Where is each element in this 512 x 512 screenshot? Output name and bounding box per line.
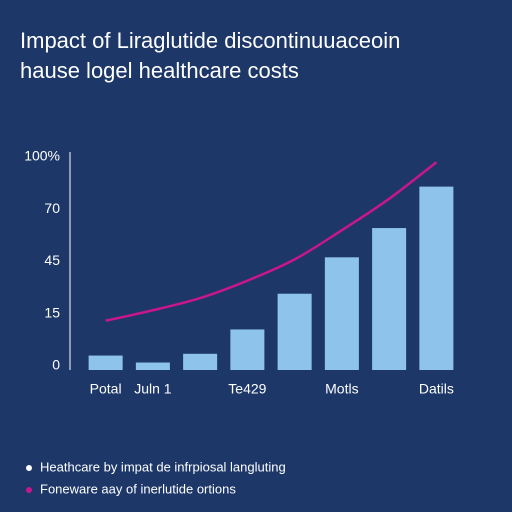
x-tick-label: Te429 <box>228 381 266 397</box>
y-tick-label: 45 <box>44 252 60 268</box>
y-tick-label: 15 <box>44 304 60 320</box>
x-tick-label: Juln 1 <box>134 381 172 397</box>
legend-marker <box>26 465 32 471</box>
trend-line <box>105 161 438 322</box>
bar <box>230 329 265 370</box>
bar <box>277 293 312 370</box>
chart-title: hause logel healthcare costs <box>20 58 299 83</box>
bar <box>324 257 359 370</box>
legend-label: Heathcare by impat de infrpiosal langlut… <box>40 459 286 474</box>
bar <box>183 353 218 370</box>
x-tick-label: Datils <box>419 381 454 397</box>
bar <box>88 355 123 370</box>
chart-title: Impact of Liraglutide discontinuuaceoin <box>20 28 400 53</box>
legend-marker <box>26 487 32 493</box>
bar <box>372 228 407 370</box>
x-tick-label: Potal <box>90 381 122 397</box>
bar <box>135 362 170 370</box>
x-tick-label: Motls <box>325 381 358 397</box>
y-tick-label: 100% <box>24 148 60 164</box>
bar <box>419 186 454 370</box>
y-tick-label: 0 <box>52 357 60 373</box>
legend-label: Foneware aay of inerlutide ortions <box>40 481 236 496</box>
y-tick-label: 70 <box>44 200 60 216</box>
